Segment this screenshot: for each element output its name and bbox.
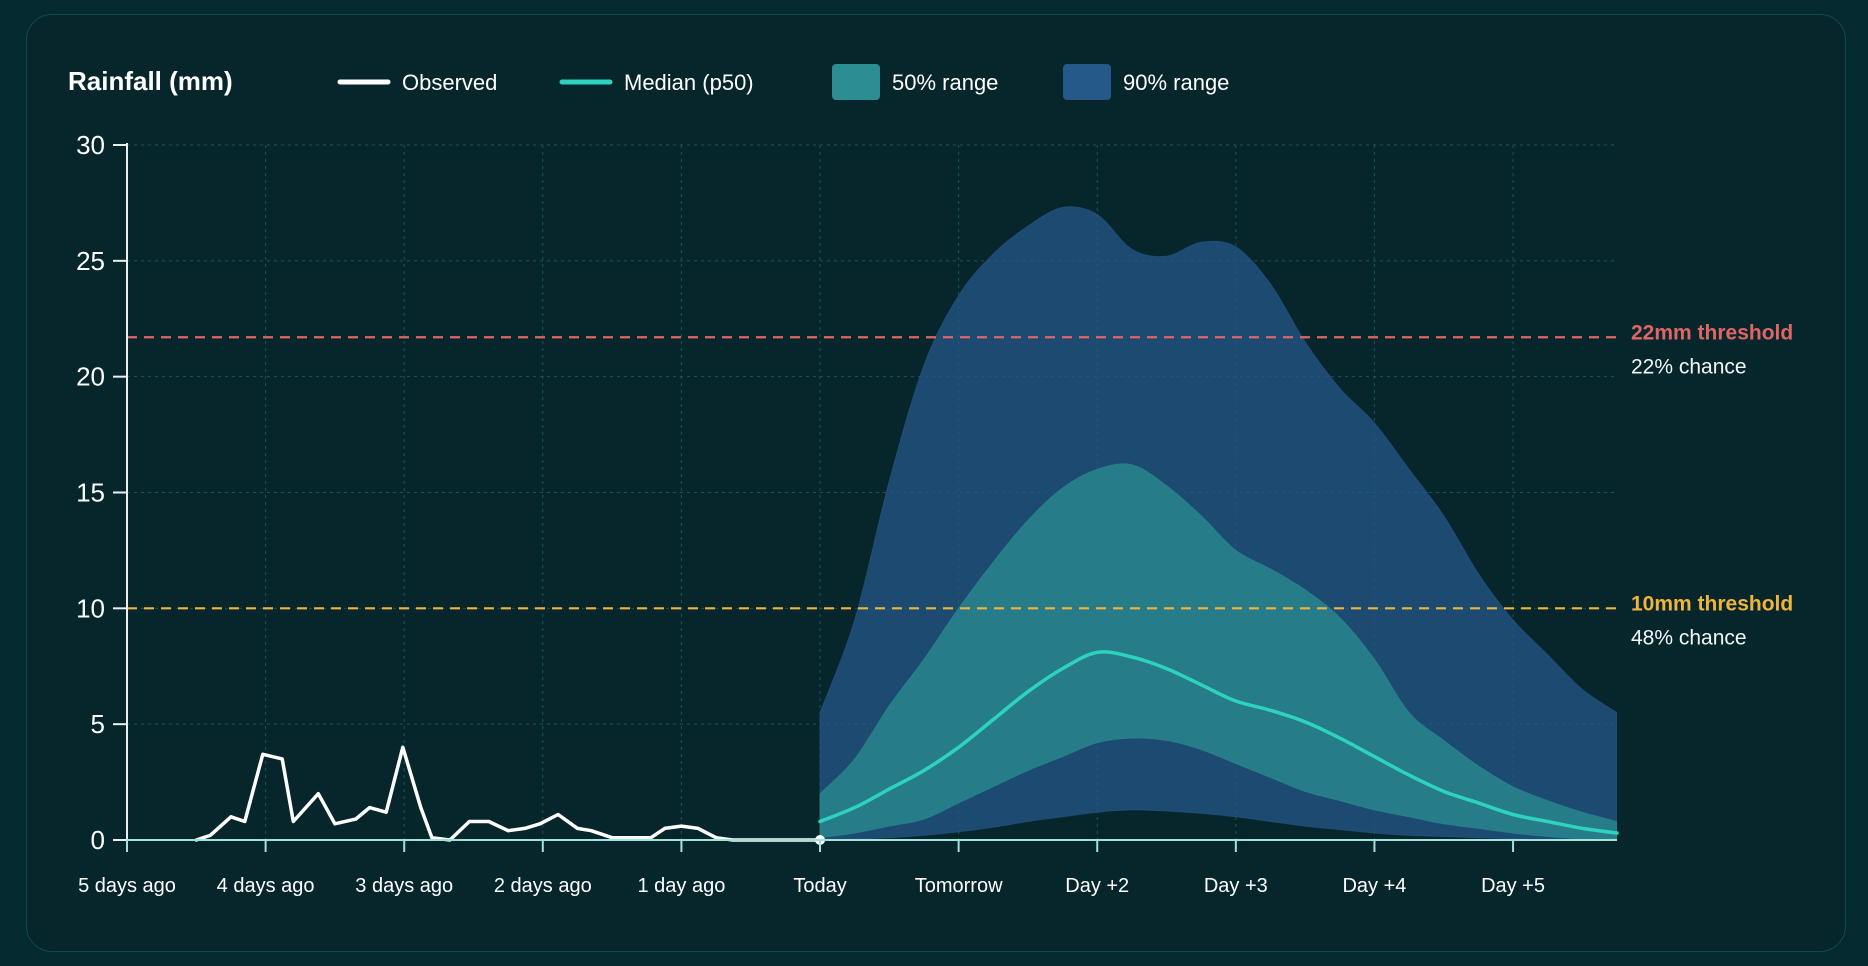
observed-point xyxy=(208,833,212,837)
x-tick-label: Day +3 xyxy=(1204,875,1268,897)
threshold-chance: 48% chance xyxy=(1631,626,1747,649)
observed-point xyxy=(419,806,423,810)
threshold-chance: 22% chance xyxy=(1631,355,1747,378)
y-tick-label: 5 xyxy=(91,709,105,739)
observed-point xyxy=(649,836,653,840)
legend: Observed Median (p50) 50% range 90% range xyxy=(337,64,1229,100)
x-tick-label: Day +2 xyxy=(1065,875,1129,897)
observed-point xyxy=(632,836,636,840)
x-tick-label: 5 days ago xyxy=(78,875,176,897)
observed-point xyxy=(368,806,372,810)
x-tick-label: Tomorrow xyxy=(915,875,1003,897)
chart-title: Rainfall (mm) xyxy=(68,66,233,96)
x-tick-label: Today xyxy=(793,875,846,897)
observed-point xyxy=(610,836,614,840)
observed-point xyxy=(401,745,405,749)
observed-point xyxy=(384,810,388,814)
y-tick-label: 15 xyxy=(76,478,105,508)
observed-point xyxy=(243,819,247,823)
data-lines xyxy=(194,650,1619,845)
observed-point xyxy=(575,826,579,830)
observed-point xyxy=(467,819,471,823)
x-tick-label: 3 days ago xyxy=(355,875,453,897)
observed-point xyxy=(261,752,265,756)
x-tick-label: Day +4 xyxy=(1342,875,1406,897)
observed-point xyxy=(316,792,320,796)
uncertainty-bands xyxy=(819,206,1617,840)
x-tick-label: 1 day ago xyxy=(637,875,725,897)
observed-point xyxy=(430,836,434,840)
x-tick-label: 2 days ago xyxy=(494,875,592,897)
legend-label: Median (p50) xyxy=(624,70,754,95)
observed-point xyxy=(333,822,337,826)
axes: 0 5 10 15 20 25 30 5 days ago 4 days ago 3 days a… xyxy=(76,130,1617,897)
observed-point xyxy=(487,819,491,823)
observed-point xyxy=(506,829,510,833)
legend-label: 90% range xyxy=(1123,70,1229,95)
observed-point xyxy=(523,826,527,830)
threshold-label: 22mm threshold xyxy=(1631,321,1793,344)
y-tick-label: 20 xyxy=(76,362,105,392)
x-tick-label: 4 days ago xyxy=(217,875,315,897)
observed-point xyxy=(589,829,593,833)
observed-point xyxy=(696,826,700,830)
y-tick-label: 10 xyxy=(76,593,105,623)
legend-label: Observed xyxy=(402,70,497,95)
legend-label: 50% range xyxy=(892,70,998,95)
observed-point xyxy=(291,819,295,823)
observed-point xyxy=(229,815,233,819)
threshold-lines: 22mm threshold 22% chance 10mm threshold 48… xyxy=(127,321,1793,649)
observed-point xyxy=(556,813,560,817)
legend-swatch xyxy=(832,64,880,100)
legend-swatch xyxy=(1063,64,1111,100)
y-tick-label: 30 xyxy=(76,130,105,160)
observed-point xyxy=(280,757,284,761)
observed-point xyxy=(679,824,683,828)
x-tick-label: Day +5 xyxy=(1481,875,1545,897)
observed-line xyxy=(194,745,822,842)
y-tick-label: 0 xyxy=(91,825,105,855)
observed-point xyxy=(663,826,667,830)
observed-point xyxy=(538,822,542,826)
y-tick-label: 25 xyxy=(76,246,105,276)
band-50-range xyxy=(819,463,1617,840)
observed-point xyxy=(714,836,718,840)
threshold-label: 10mm threshold xyxy=(1631,592,1793,615)
observed-point xyxy=(354,817,358,821)
median-line xyxy=(818,650,1619,835)
